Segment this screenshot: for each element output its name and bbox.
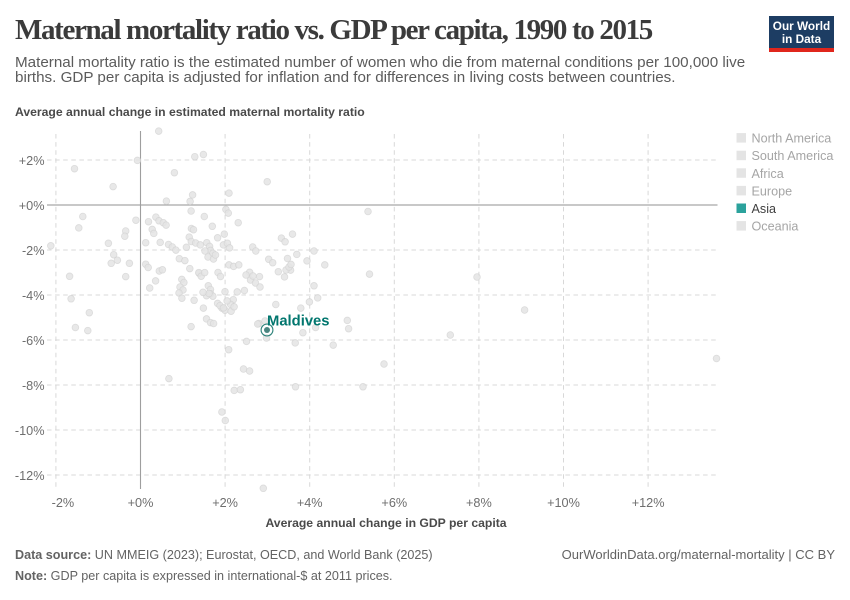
svg-text:North America: North America — [752, 132, 832, 146]
svg-text:+8%: +8% — [466, 496, 492, 510]
svg-text:Asia: Asia — [752, 202, 777, 216]
svg-text:Africa: Africa — [752, 167, 784, 181]
svg-text:Europe: Europe — [752, 184, 793, 198]
svg-text:+10%: +10% — [547, 496, 580, 510]
svg-text:-2%: -2% — [52, 496, 75, 510]
svg-text:-6%: -6% — [22, 334, 45, 348]
svg-text:+6%: +6% — [381, 496, 407, 510]
svg-text:+2%: +2% — [19, 154, 45, 168]
svg-text:+2%: +2% — [212, 496, 238, 510]
svg-text:+0%: +0% — [19, 199, 45, 213]
svg-text:-8%: -8% — [22, 379, 45, 393]
svg-text:Maldives: Maldives — [267, 314, 330, 330]
svg-text:-10%: -10% — [15, 424, 45, 438]
svg-text:-2%: -2% — [22, 244, 45, 258]
svg-text:+12%: +12% — [632, 496, 665, 510]
svg-text:-12%: -12% — [15, 469, 45, 483]
svg-text:Oceania: Oceania — [752, 220, 799, 234]
svg-text:South America: South America — [752, 149, 834, 163]
svg-text:-4%: -4% — [22, 289, 45, 303]
svg-text:+0%: +0% — [128, 496, 154, 510]
svg-text:+4%: +4% — [297, 496, 323, 510]
